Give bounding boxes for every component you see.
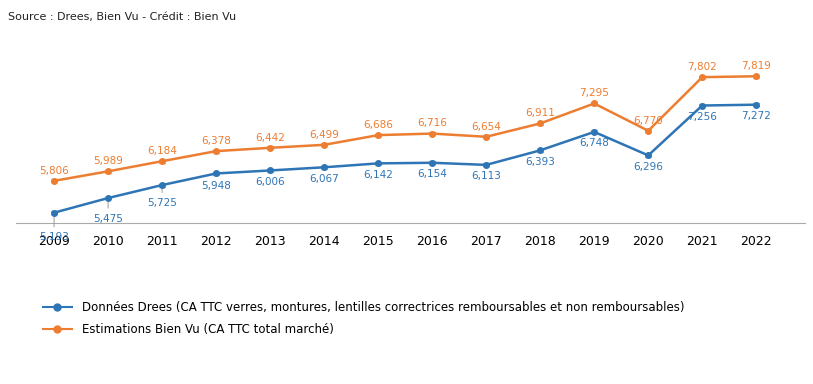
Text: 7,272: 7,272 (741, 111, 772, 121)
Text: 6,686: 6,686 (363, 120, 393, 130)
Text: 6,184: 6,184 (147, 146, 177, 156)
Text: 6,748: 6,748 (580, 138, 609, 148)
Text: 6,393: 6,393 (525, 157, 555, 167)
Text: 6,067: 6,067 (309, 174, 339, 184)
Text: 6,378: 6,378 (201, 136, 231, 146)
Text: 5,725: 5,725 (147, 188, 177, 208)
Text: 6,142: 6,142 (363, 170, 393, 180)
Text: 6,113: 6,113 (472, 171, 501, 181)
Text: 6,716: 6,716 (417, 118, 447, 128)
Text: 6,442: 6,442 (255, 132, 285, 142)
Text: 5,475: 5,475 (93, 201, 123, 223)
Text: 7,256: 7,256 (687, 112, 717, 122)
Legend: Données Drees (CA TTC verres, montures, lentilles correctrices remboursables et : Données Drees (CA TTC verres, montures, … (38, 297, 689, 341)
Text: 6,296: 6,296 (633, 162, 663, 172)
Text: 5,989: 5,989 (93, 156, 123, 166)
Text: 5,948: 5,948 (201, 174, 231, 191)
Text: 6,499: 6,499 (309, 130, 339, 140)
Text: 6,154: 6,154 (417, 169, 447, 179)
Text: 7,819: 7,819 (741, 61, 772, 71)
Text: 6,006: 6,006 (255, 177, 285, 187)
Text: Source : Drees, Bien Vu - Crédit : Bien Vu: Source : Drees, Bien Vu - Crédit : Bien … (8, 12, 237, 22)
Text: 6,654: 6,654 (472, 122, 501, 132)
Text: 5,806: 5,806 (39, 166, 69, 175)
Text: 6,911: 6,911 (525, 108, 555, 118)
Text: 7,295: 7,295 (580, 88, 609, 98)
Text: 7,802: 7,802 (687, 62, 717, 72)
Text: 6,770: 6,770 (633, 116, 663, 126)
Text: 5,193: 5,193 (39, 215, 69, 242)
